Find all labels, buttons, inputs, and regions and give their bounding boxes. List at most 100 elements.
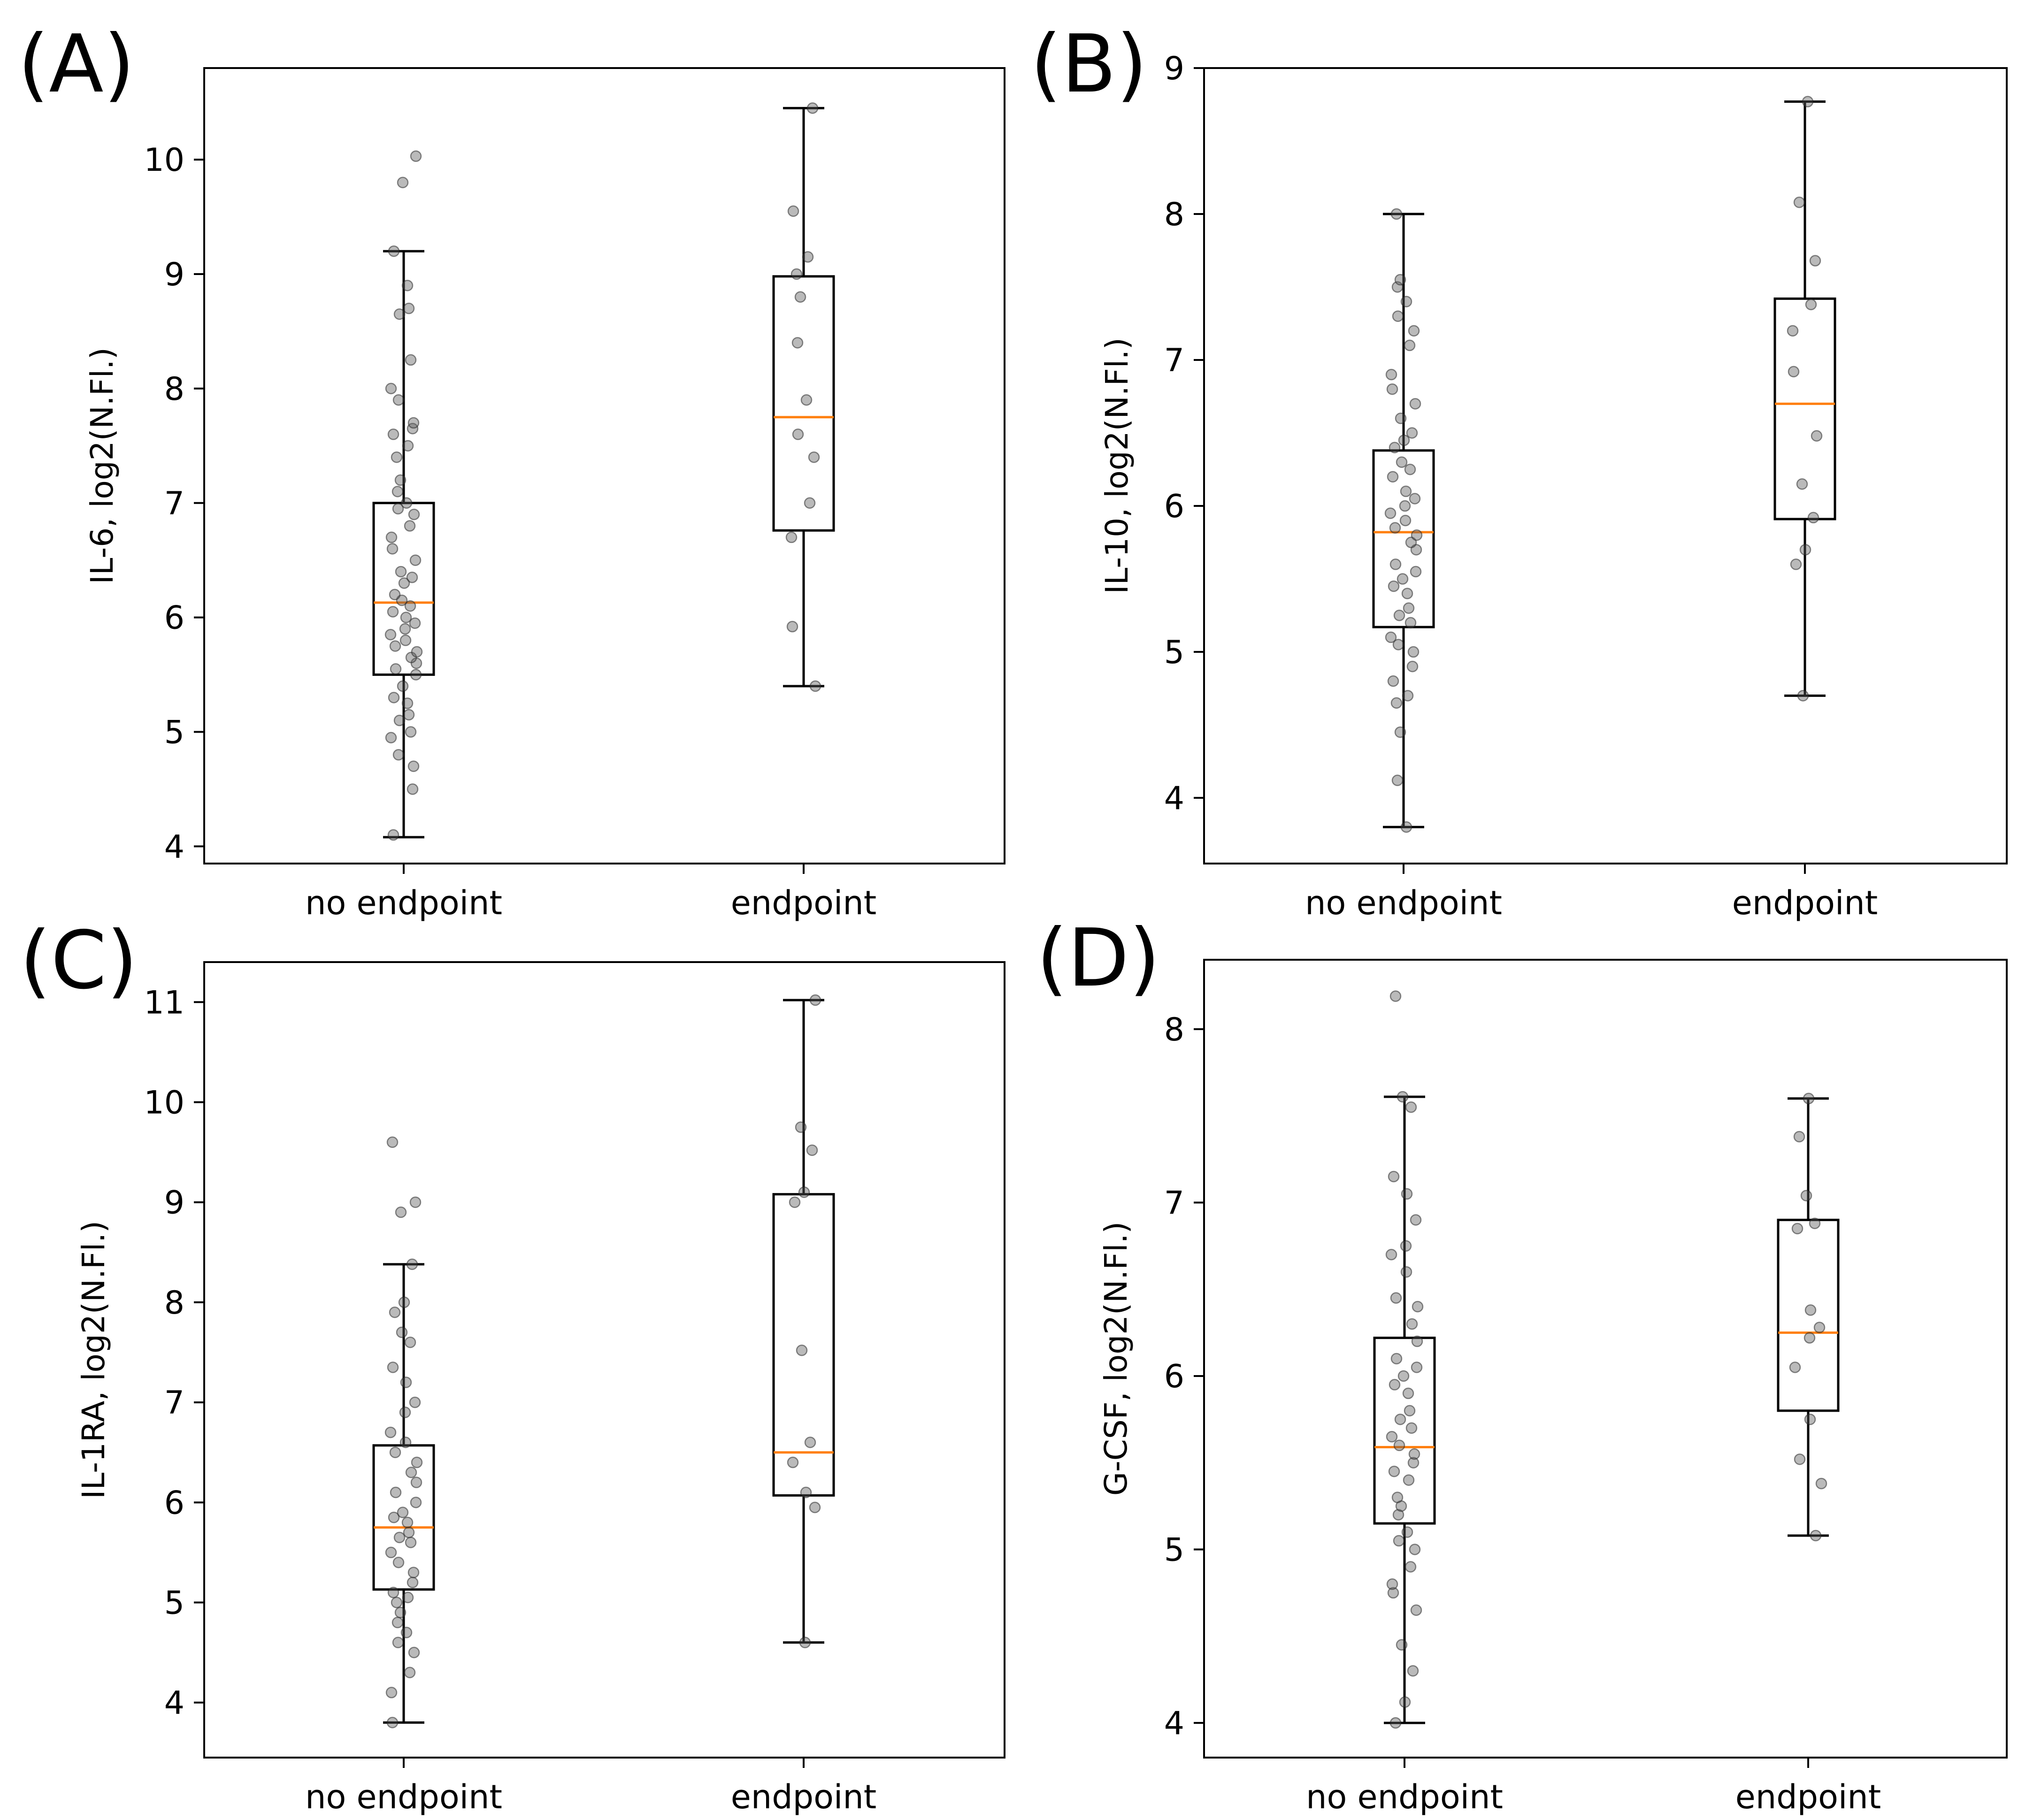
box-group-no-endpoint — [1373, 990, 1436, 1729]
data-point — [1404, 1561, 1417, 1573]
data-point — [386, 1717, 399, 1728]
data-point — [1385, 631, 1397, 643]
data-point — [387, 829, 399, 841]
data-point — [1397, 573, 1409, 585]
x-tick-label: endpoint — [1732, 884, 1878, 922]
data-point — [1388, 1465, 1400, 1477]
data-point — [792, 428, 804, 440]
y-tick-label: 5 — [164, 1585, 184, 1622]
data-point — [1389, 442, 1401, 453]
box-group-endpoint — [1777, 1093, 1840, 1542]
data-point — [1411, 529, 1423, 541]
data-point — [1804, 1414, 1816, 1425]
data-point — [395, 1206, 407, 1218]
y-tick-label: 9 — [164, 1185, 184, 1222]
data-point — [392, 1556, 405, 1568]
data-point — [1815, 1477, 1827, 1490]
x-tick-label: no endpoint — [305, 884, 502, 922]
data-point — [1807, 512, 1819, 524]
data-point — [791, 337, 804, 349]
iqr-box — [772, 1193, 835, 1497]
data-point — [1398, 434, 1410, 446]
data-point — [786, 620, 798, 633]
data-point — [1400, 485, 1412, 497]
panel-label: (A) — [18, 18, 135, 111]
data-point — [410, 1497, 422, 1508]
data-point — [1396, 456, 1408, 468]
data-point — [402, 440, 414, 452]
data-point — [1799, 544, 1811, 556]
data-point — [385, 1546, 397, 1559]
data-point — [410, 669, 422, 681]
data-point — [1384, 507, 1397, 519]
data-point — [401, 1516, 414, 1529]
data-point — [388, 245, 400, 257]
data-point — [385, 1687, 398, 1698]
data-point — [1393, 610, 1405, 621]
data-point — [389, 1306, 401, 1318]
data-point — [404, 520, 416, 532]
x-tick-label: no endpoint — [305, 1778, 502, 1816]
iqr-box — [772, 275, 835, 532]
data-point — [1809, 1217, 1821, 1229]
y-tick-label: 9 — [1164, 50, 1184, 87]
data-point — [789, 1196, 801, 1208]
data-point — [1392, 1509, 1404, 1521]
plot-frame — [1203, 67, 2008, 864]
chart-panel-1: 4 5 6 7 8 9 10 no endpoint endpoint IL-6, log2(N.… — [18, 18, 1005, 922]
data-point — [1389, 990, 1402, 1002]
y-tick-label: 9 — [164, 256, 184, 293]
data-point — [391, 1616, 404, 1629]
data-point — [1386, 383, 1398, 395]
panel-label: (B) — [1030, 18, 1147, 111]
data-point — [391, 451, 403, 463]
y-tick-label: 7 — [164, 1384, 184, 1422]
data-point — [401, 280, 414, 291]
y-tick-label: 6 — [1164, 1358, 1184, 1395]
data-point — [785, 531, 798, 543]
data-point — [1386, 1431, 1398, 1443]
data-point — [1396, 1639, 1408, 1651]
data-point — [1391, 1491, 1404, 1503]
data-point — [1401, 1188, 1413, 1200]
data-point — [1410, 566, 1422, 578]
data-point — [403, 302, 415, 314]
data-point — [1408, 325, 1420, 337]
data-point — [1390, 1292, 1402, 1304]
data-point — [1404, 464, 1416, 475]
data-point — [408, 508, 420, 520]
data-point — [407, 1567, 420, 1578]
data-point — [1411, 1335, 1423, 1347]
box-group-no-endpoint — [372, 150, 435, 841]
data-point — [392, 503, 404, 515]
data-point — [1395, 413, 1407, 424]
data-point — [399, 635, 412, 646]
iqr-box — [372, 1444, 435, 1591]
y-tick-label: 11 — [144, 984, 184, 1021]
data-point — [1410, 1604, 1422, 1616]
data-point — [1407, 1665, 1419, 1677]
data-point — [405, 1537, 417, 1548]
data-point — [398, 1296, 410, 1308]
data-point — [806, 102, 819, 114]
data-point — [411, 646, 423, 658]
data-point — [1389, 558, 1402, 570]
data-point — [809, 1501, 821, 1514]
data-point — [388, 692, 400, 704]
data-point — [405, 354, 417, 366]
data-point — [1388, 1170, 1400, 1183]
chart-panel-3: 4 5 6 7 8 9 10 11 no endpoint endpoint IL-1RA, log… — [20, 914, 1005, 1816]
x-tick-label: no endpoint — [1306, 1778, 1503, 1816]
data-point — [399, 623, 411, 635]
x-tick-label: endpoint — [731, 1778, 876, 1816]
data-point — [384, 628, 397, 641]
data-point — [1793, 1131, 1805, 1143]
data-point — [1406, 660, 1419, 673]
plot-frame — [203, 961, 1005, 1759]
data-point — [1410, 1214, 1422, 1226]
data-point — [384, 1426, 397, 1438]
data-point — [806, 1144, 818, 1156]
data-point — [403, 709, 415, 721]
y-tick-label: 6 — [1164, 488, 1184, 525]
y-tick-label: 7 — [1164, 1185, 1184, 1222]
